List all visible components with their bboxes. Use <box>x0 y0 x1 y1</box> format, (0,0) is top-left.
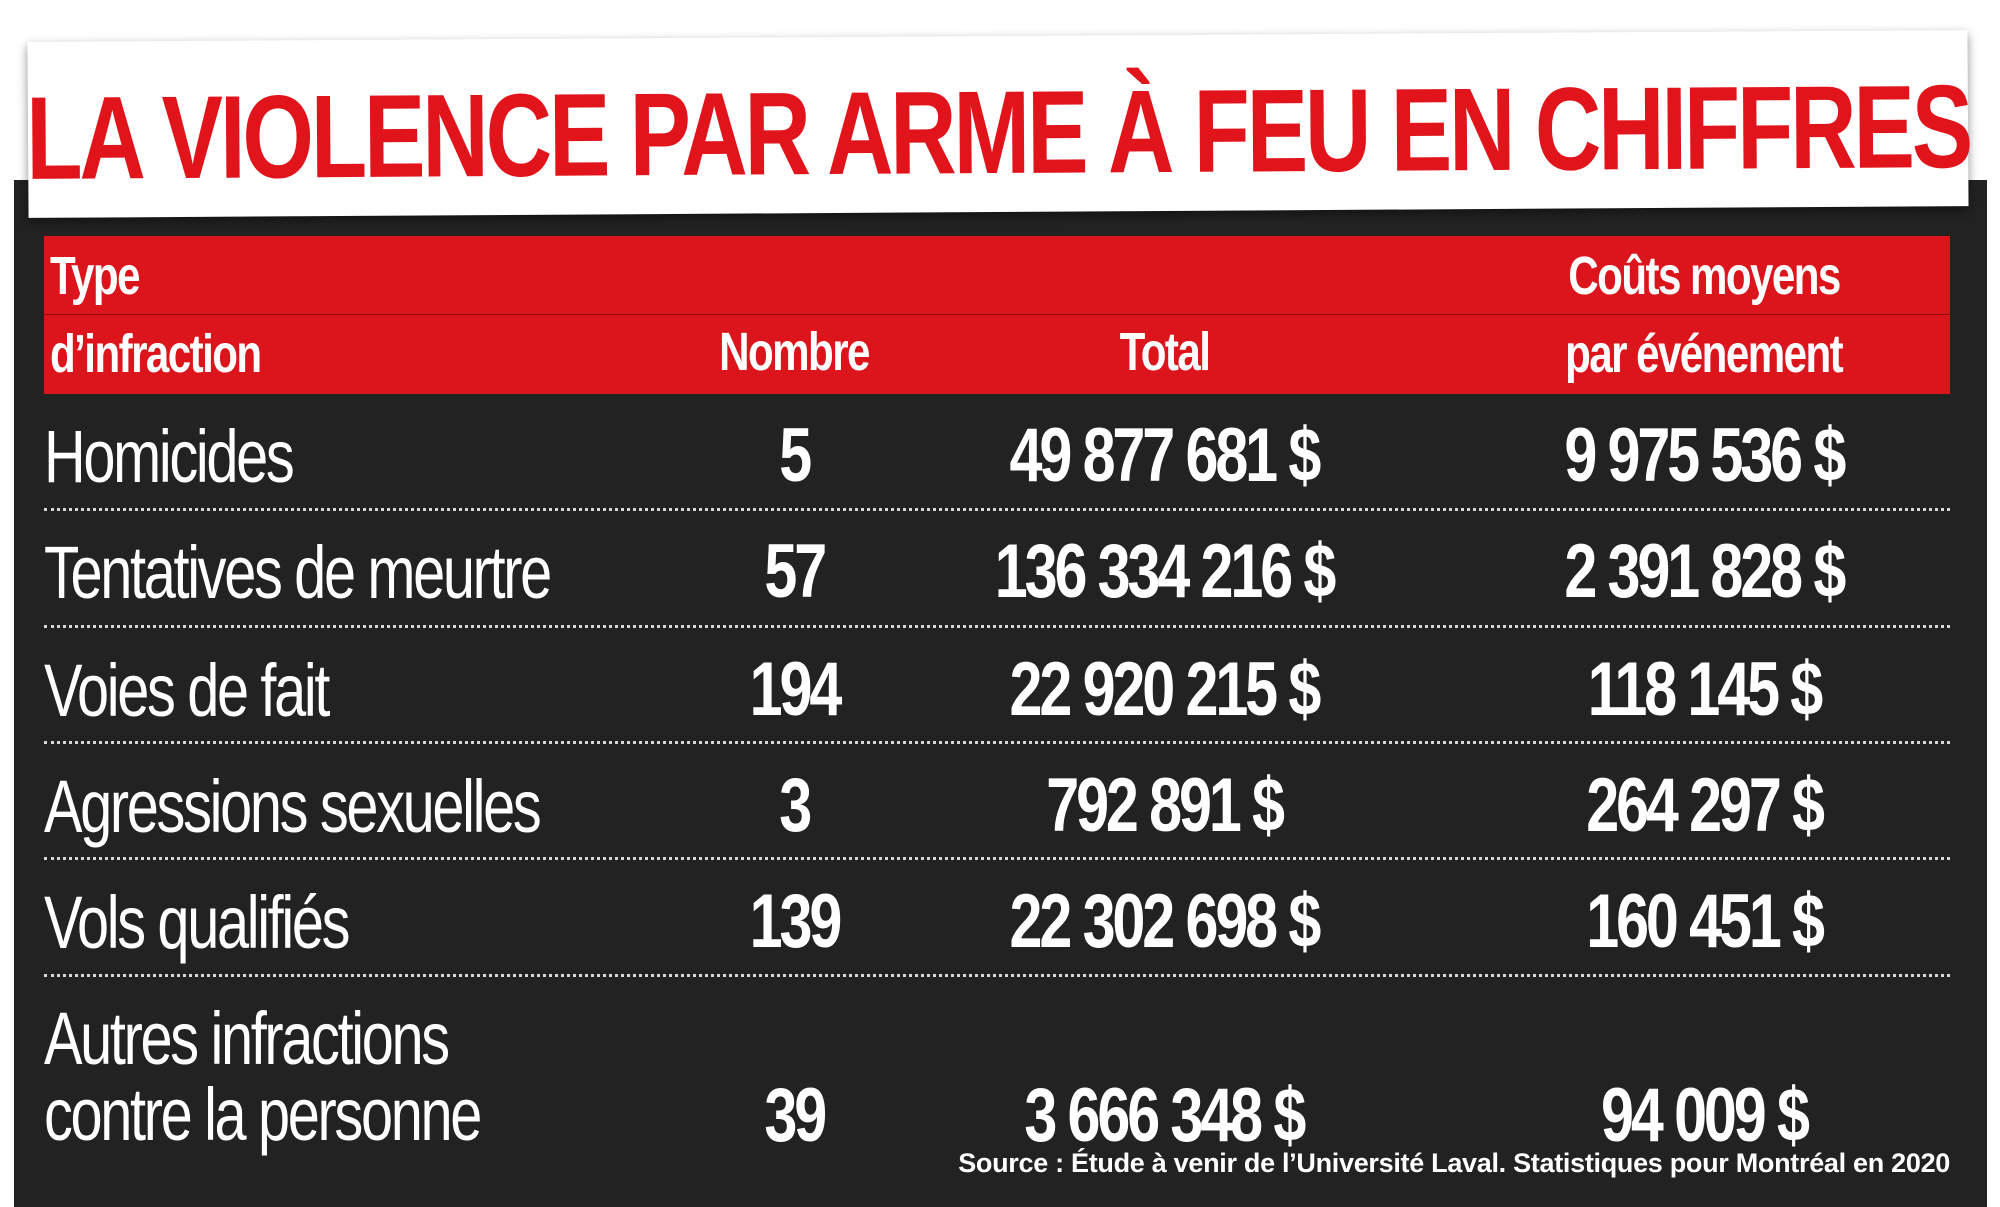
row-total-value: 136 334 216 $ <box>994 529 1337 614</box>
header-type: Type <box>50 238 164 314</box>
row-label-line2: contre la personne <box>44 1078 603 1152</box>
header-nombre-label: Nombre <box>719 322 870 382</box>
row-total: 22 920 215 $ <box>884 652 1444 728</box>
row-nombre-value: 139 <box>749 879 842 964</box>
row-total-value: 3 666 348 $ <box>1024 1073 1307 1158</box>
row-total-value: 49 877 681 $ <box>1009 413 1322 498</box>
row-divider <box>44 857 1950 860</box>
header-cout-line2: par événement <box>1565 324 1844 384</box>
row-total: 22 302 698 $ <box>884 884 1444 960</box>
header-divider <box>44 314 1950 315</box>
row-nombre-value: 3 <box>779 763 812 848</box>
row-nombre: 3 <box>614 768 974 844</box>
table-row: Homicides 5 49 877 681 $ 9 975 536 $ <box>44 418 1950 498</box>
row-label: Tentatives de meurtre <box>44 536 693 610</box>
row-label: Agressions sexuelles <box>44 770 679 844</box>
row-cout: 118 145 $ <box>1424 652 1984 728</box>
row-label-text: Tentatives de meurtre <box>44 531 552 614</box>
row-nombre: 57 <box>614 534 974 610</box>
row-divider <box>44 974 1950 977</box>
header-type-line1: Type <box>50 246 141 306</box>
source-note: Source : Étude à venir de l’Université L… <box>958 1148 1950 1178</box>
row-cout-value: 2 391 828 $ <box>1564 529 1847 614</box>
header-cout-line1: Coûts moyens <box>1568 246 1841 306</box>
header-total: Total <box>984 314 1344 390</box>
row-label: Homicides <box>44 420 362 494</box>
row-nombre: 139 <box>614 884 974 960</box>
row-cout-value: 9 975 536 $ <box>1564 413 1847 498</box>
table-row: Vols qualifiés 139 22 302 698 $ 160 451 … <box>44 884 1950 964</box>
row-cout-value: 160 451 $ <box>1586 879 1825 964</box>
row-total-value: 22 920 215 $ <box>1009 647 1322 732</box>
row-total: 136 334 216 $ <box>884 534 1444 610</box>
row-label-text: contre la personne <box>44 1073 482 1156</box>
row-cout: 9 975 536 $ <box>1424 418 1984 494</box>
row-nombre-value: 57 <box>764 529 827 614</box>
table-row: Voies de fait 194 22 920 215 $ 118 145 $ <box>44 652 1950 732</box>
row-cout-value: 94 009 $ <box>1601 1073 1810 1158</box>
table-header: Type d’infraction Nombre Total Coûts moy… <box>44 236 1950 394</box>
table-row: Tentatives de meurtre 57 136 334 216 $ 2… <box>44 534 1950 614</box>
row-total-value: 22 302 698 $ <box>1009 879 1322 964</box>
row-label-text: Homicides <box>44 415 295 498</box>
page-title: LA VIOLENCE PAR ARME À FEU EN CHIFFRES <box>25 61 1971 205</box>
row-cout: 94 009 $ <box>1424 1078 1984 1154</box>
header-type-2: d’infraction <box>50 316 320 392</box>
row-total: 792 891 $ <box>884 768 1444 844</box>
row-cout: 2 391 828 $ <box>1424 534 1984 610</box>
row-divider <box>44 625 1950 628</box>
row-nombre: 5 <box>614 418 974 494</box>
row-label: Autres infractions <box>44 1002 562 1076</box>
header-cout-2: par événement <box>1424 316 1950 392</box>
row-nombre: 194 <box>614 652 974 728</box>
row-label-text: Autres infractions <box>44 997 450 1080</box>
row-total: 49 877 681 $ <box>884 418 1444 494</box>
row-cout-value: 264 297 $ <box>1586 763 1825 848</box>
table-row: Agressions sexuelles 3 792 891 $ 264 297… <box>44 768 1950 848</box>
table-row: Autres infractions contre la personne 39… <box>44 1000 1950 1154</box>
row-total: 3 666 348 $ <box>884 1078 1444 1154</box>
row-cout: 160 451 $ <box>1424 884 1984 960</box>
row-label-text: Agressions sexuelles <box>44 765 542 848</box>
row-nombre-value: 194 <box>749 647 842 732</box>
title-banner: LA VIOLENCE PAR ARME À FEU EN CHIFFRES <box>25 30 1971 218</box>
row-cout-value: 118 145 $ <box>1587 647 1823 732</box>
header-total-label: Total <box>1119 322 1210 382</box>
row-total-value: 792 891 $ <box>1046 763 1285 848</box>
row-label-text: Voies de fait <box>44 649 330 732</box>
row-nombre-value: 5 <box>779 413 812 498</box>
header-cout: Coûts moyens <box>1424 238 1950 314</box>
row-label: Vols qualifiés <box>44 886 434 960</box>
row-divider <box>44 741 1950 744</box>
header-nombre: Nombre <box>614 314 974 390</box>
header-type-line2: d’infraction <box>50 324 262 384</box>
row-cout: 264 297 $ <box>1424 768 1984 844</box>
row-divider <box>44 508 1950 511</box>
row-label-text: Vols qualifiés <box>44 881 350 964</box>
row-nombre-value: 39 <box>764 1073 827 1158</box>
row-nombre: 39 <box>614 1078 974 1154</box>
row-label: Voies de fait <box>44 654 408 728</box>
